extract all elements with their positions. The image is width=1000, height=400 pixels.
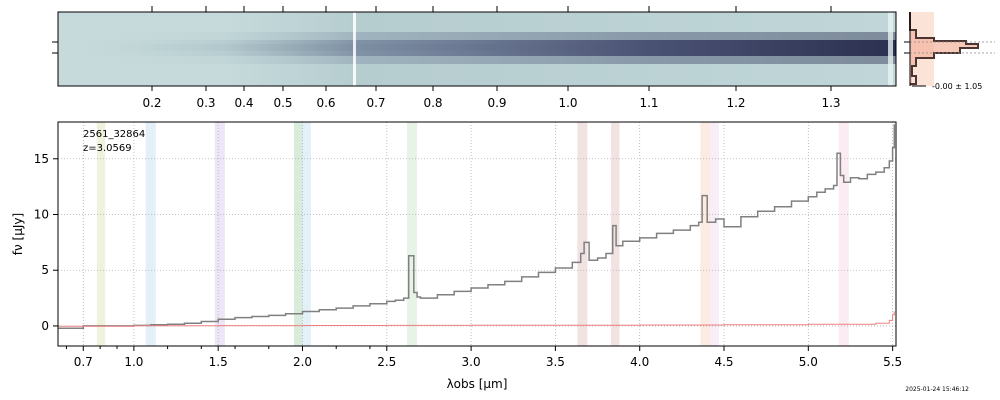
top-tick-label: 1.2 xyxy=(726,96,745,110)
top-tick-label: 0.4 xyxy=(234,96,253,110)
top-tick-label: 1.1 xyxy=(639,96,658,110)
y-axis-ticks: 0 5 10 15 xyxy=(34,152,58,333)
top-tick-label: 0.3 xyxy=(196,96,215,110)
spectrum-1d-panel: 0.7 1.0 1.5 2.0 2.5 3.0 3.5 4.0 4.5 5.0 5.5 0 5 10 15… xyxy=(11,121,902,391)
spectrum-2d-panel: 0.2 0.3 0.4 0.5 0.6 0.7 0.8 0.9 1.0 1.1 1.2 1.3 xyxy=(52,6,897,110)
flux-series-line xyxy=(58,124,896,329)
y-axis-title: fν [μJy] xyxy=(11,213,25,255)
emission-band xyxy=(145,122,156,346)
spectrum-2d-gap xyxy=(353,12,356,86)
emission-band xyxy=(294,122,303,346)
timestamp: 2025-01-24 15:46:12 xyxy=(905,386,969,393)
profile-stat-label: -0.00 ± 1.05 xyxy=(932,82,982,91)
x-tick-label: 5.5 xyxy=(883,355,902,369)
spectrum-1d-frame xyxy=(57,121,897,347)
x-tick-label: 4.0 xyxy=(630,355,649,369)
profile-histogram-line xyxy=(909,12,979,85)
redshift-label: z=3.0569 xyxy=(83,143,132,154)
x-tick-label: 2.0 xyxy=(293,355,312,369)
x-axis-title: λobs [μm] xyxy=(447,377,508,391)
x-tick-label: 2.5 xyxy=(377,355,396,369)
emission-band xyxy=(407,122,418,346)
top-tick-label: 0.2 xyxy=(142,96,161,110)
x-axis-ticks: 0.7 1.0 1.5 2.0 2.5 3.0 3.5 4.0 4.5 5.0 5.5 xyxy=(65,346,902,369)
emission-band xyxy=(611,122,620,346)
error-series-line xyxy=(58,311,895,327)
x-tick-label: 3.0 xyxy=(462,355,481,369)
spectrum-2d-edge xyxy=(888,12,893,86)
emission-band xyxy=(577,122,588,346)
top-tick-label: 0.9 xyxy=(487,96,506,110)
object-id-label: 2561_32864 xyxy=(83,129,145,140)
emission-band xyxy=(302,122,311,346)
top-tick-label: 0.6 xyxy=(316,96,335,110)
emission-band xyxy=(96,122,106,346)
top-tick-label: 0.7 xyxy=(366,96,385,110)
top-tick-label: 1.0 xyxy=(558,96,577,110)
spectrum-2d-ticks: 0.2 0.3 0.4 0.5 0.6 0.7 0.8 0.9 1.0 1.1 1.2 1.3 xyxy=(142,6,841,110)
x-tick-label: 4.5 xyxy=(714,355,733,369)
top-tick-label: 0.8 xyxy=(423,96,442,110)
y-tick-label: 5 xyxy=(41,263,49,277)
emission-band xyxy=(710,122,719,346)
x-tick-label: 5.0 xyxy=(799,355,818,369)
profile-histogram-fill xyxy=(910,12,978,86)
profile-panel: -0.00 ± 1.05 xyxy=(904,12,995,91)
top-tick-label: 0.5 xyxy=(273,96,292,110)
spectrum-2d-bright-line xyxy=(58,44,896,51)
spectrum-2d-frame xyxy=(57,11,897,87)
y-tick-label: 0 xyxy=(41,319,49,333)
x-tick-label: 0.7 xyxy=(74,355,93,369)
y-tick-label: 15 xyxy=(34,152,49,166)
x-tick-label: 3.5 xyxy=(546,355,565,369)
x-tick-label: 1.5 xyxy=(209,355,228,369)
emission-band xyxy=(214,122,225,346)
emission-band xyxy=(700,122,711,346)
top-tick-label: 1.3 xyxy=(821,96,840,110)
emission-line-bands xyxy=(96,122,849,346)
grid-lines xyxy=(58,122,896,346)
emission-band xyxy=(838,122,849,346)
y-tick-label: 10 xyxy=(34,207,49,221)
x-tick-label: 1.0 xyxy=(124,355,143,369)
